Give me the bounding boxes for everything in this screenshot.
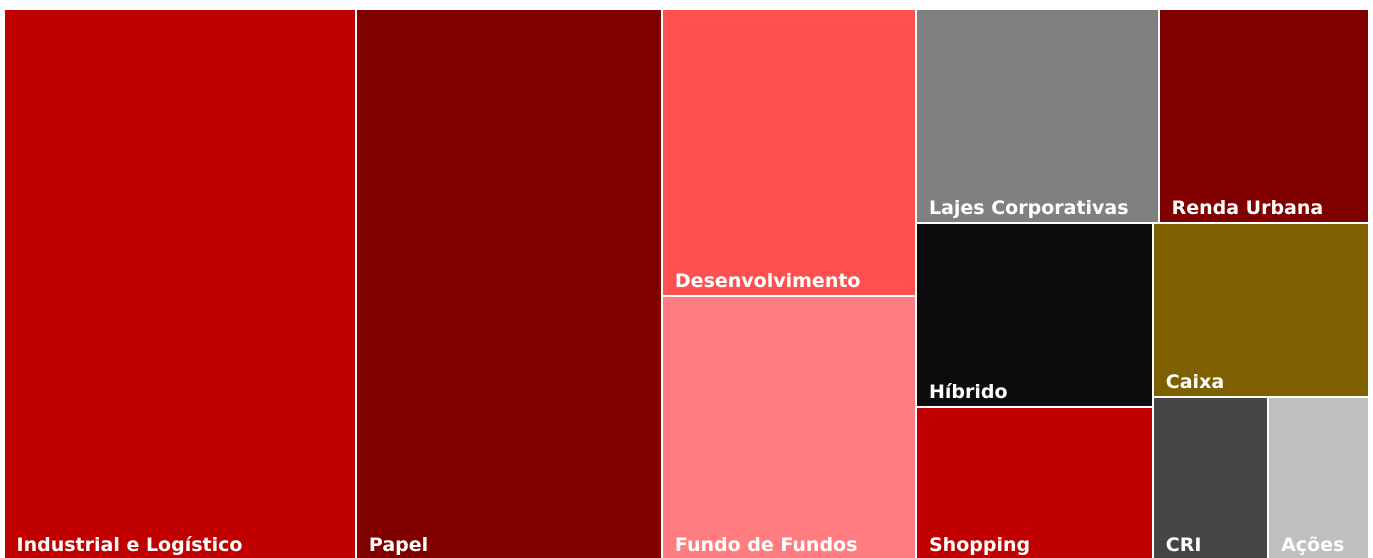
cell-label: Caixa (1165, 370, 1225, 393)
cell-label: Lajes Corporativas (928, 196, 1129, 219)
cell-label: Fundo de Fundos (674, 533, 858, 556)
treemap-cell: Renda Urbana (1158, 8, 1370, 223)
treemap-cell: Fundo de Fundos (661, 296, 916, 558)
treemap-cell: Papel (355, 8, 662, 558)
treemap-cell: Lajes Corporativas (915, 8, 1159, 223)
cell-label: Papel (368, 534, 429, 556)
treemap-cell: Desenvolvimento (661, 8, 916, 297)
cell-label: Industrial e Logístico (16, 534, 243, 556)
treemap-cell: CRI (1152, 396, 1269, 558)
cell-label: Desenvolvimento (674, 270, 861, 293)
cell-label: Renda Urbana (1171, 196, 1324, 219)
treemap-cell: Ações (1268, 396, 1370, 558)
treemap-cell: Shopping (915, 407, 1153, 558)
cell-label: Shopping (928, 533, 1031, 556)
cell-label: Híbrido (928, 381, 1008, 404)
treemap-cell: Híbrido (915, 222, 1153, 408)
cell-label: CRI (1165, 533, 1202, 556)
treemap-cell: Caixa (1152, 222, 1370, 397)
cell-label: Ações (1281, 533, 1345, 556)
treemap-cell: Industrial e Logístico (3, 8, 356, 558)
